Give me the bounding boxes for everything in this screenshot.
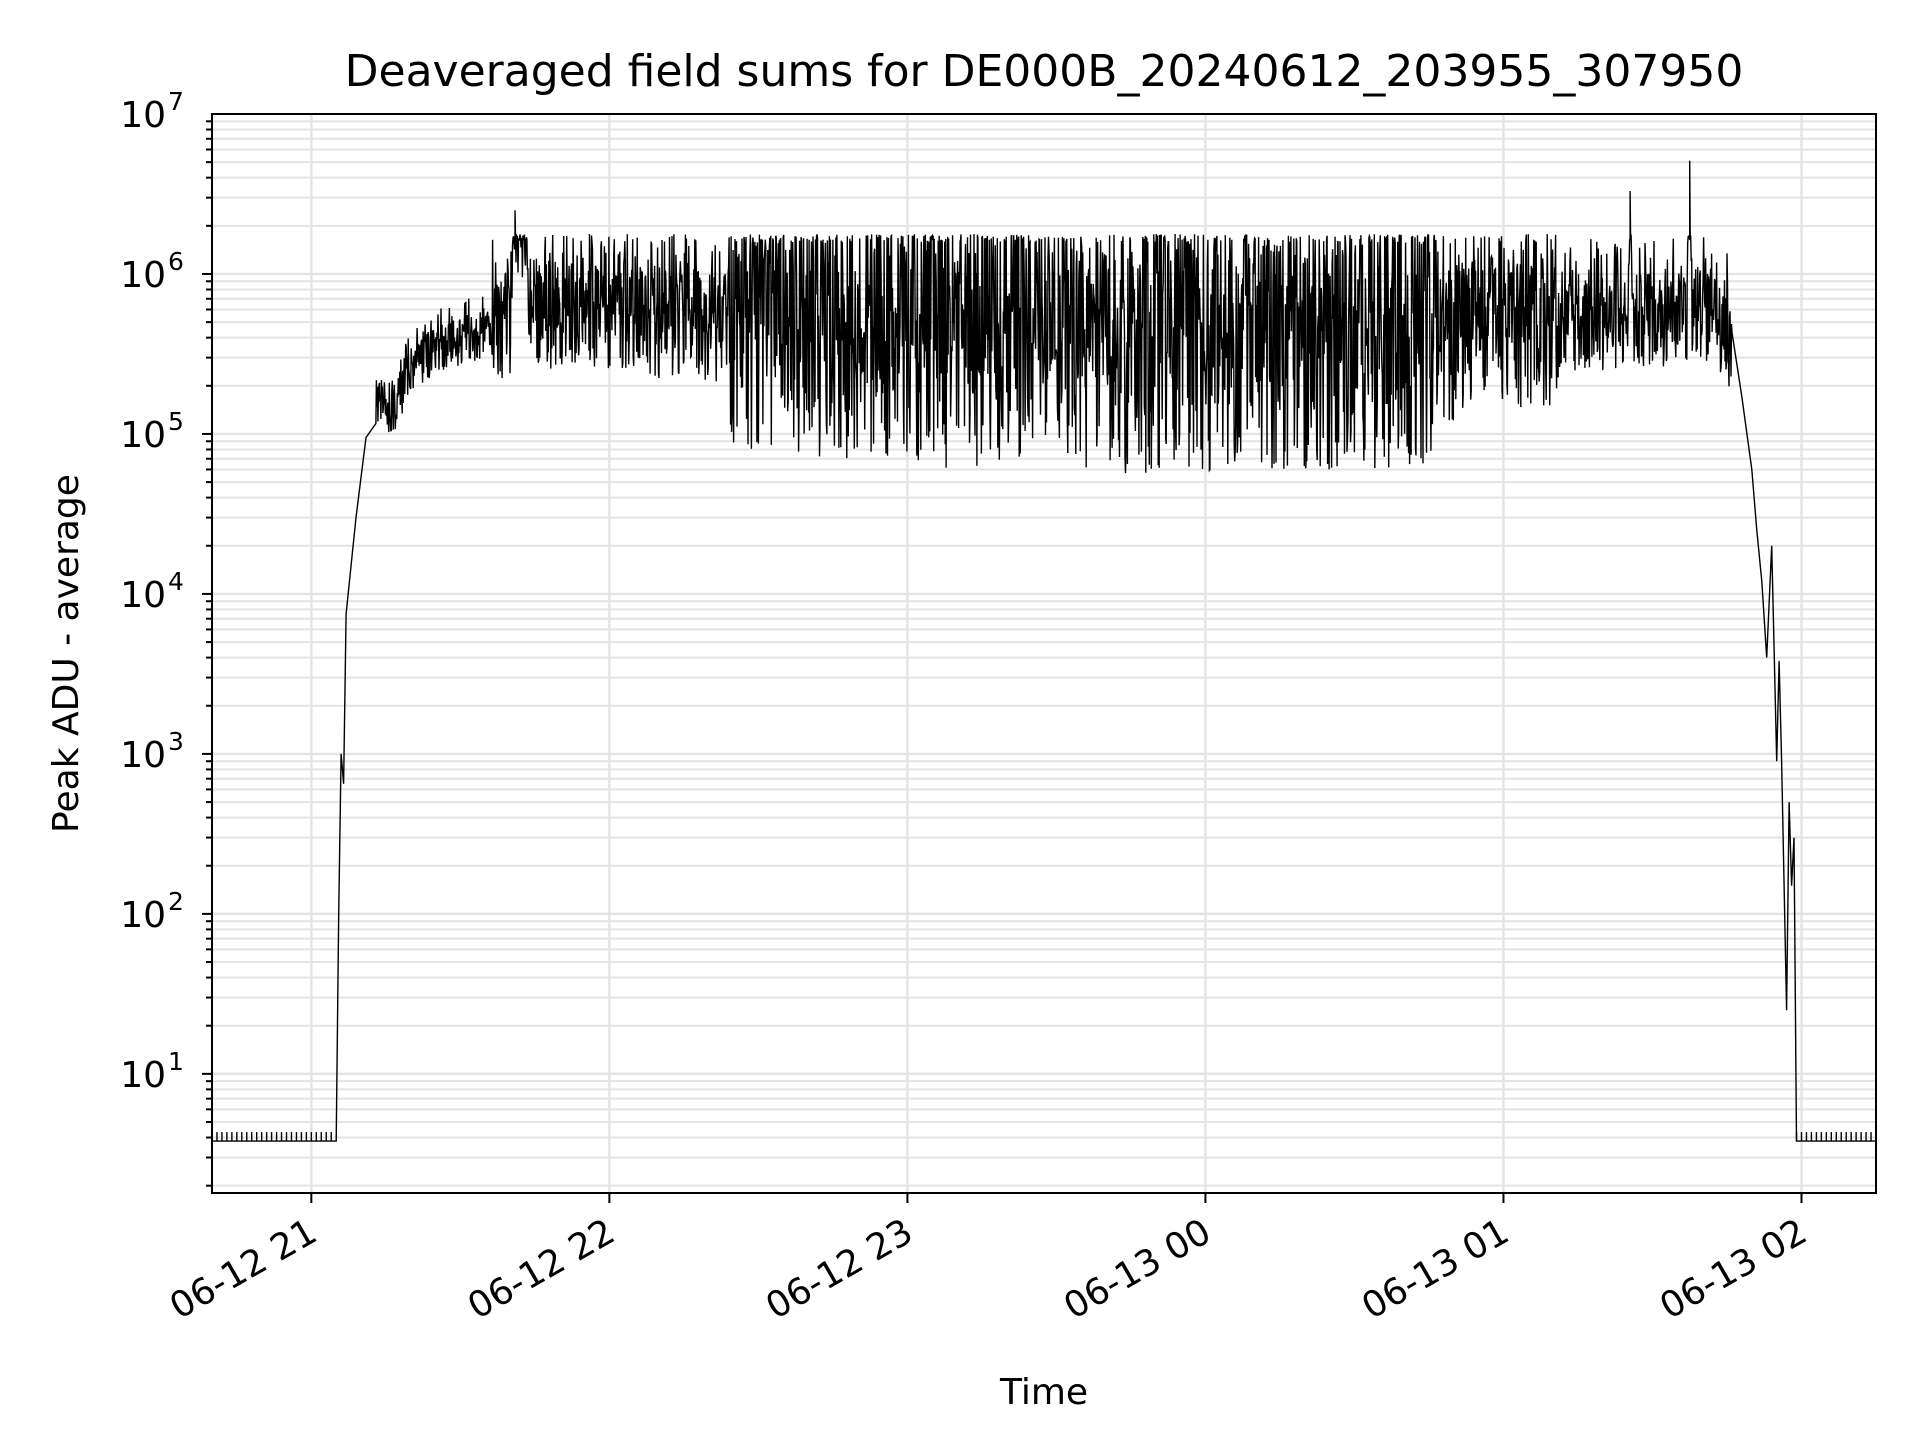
y-tick-label-exponent: 1 [168, 1047, 184, 1076]
plot-frame [211, 113, 1877, 1194]
y-tick-label-exponent: 7 [168, 87, 184, 116]
x-tick-label: 06-13 00 [1057, 1211, 1218, 1327]
series-line [212, 160, 1876, 1142]
chart-title: Deaveraged field sums for DE000B_2024061… [345, 46, 1744, 97]
y-tick-label: 10 [120, 255, 166, 296]
x-tick-label: 06-12 21 [163, 1211, 324, 1327]
y-tick-label: 10 [120, 895, 166, 936]
y-tick-label-exponent: 6 [168, 247, 184, 276]
x-tick-label: 06-12 22 [461, 1211, 622, 1327]
x-axis-label: Time [999, 1372, 1088, 1413]
x-tick-label: 06-12 23 [759, 1211, 920, 1327]
x-tick-label: 06-13 01 [1355, 1211, 1516, 1327]
y-tick-label: 10 [120, 95, 166, 136]
y-tick-label-exponent: 2 [168, 887, 184, 916]
y-axis-label: Peak ADU - average [46, 474, 87, 833]
y-tick-label: 10 [120, 1055, 166, 1096]
data-layer [211, 160, 1876, 1142]
y-tick-label-exponent: 4 [168, 567, 184, 596]
y-tick-label-exponent: 3 [168, 727, 184, 756]
x-tick-label: 06-13 02 [1653, 1211, 1814, 1327]
y-tick-label-exponent: 5 [168, 407, 184, 436]
y-tick-label: 10 [120, 415, 166, 456]
y-tick-label: 10 [120, 575, 166, 616]
y-tick-label: 10 [120, 735, 166, 776]
grid-lines [212, 114, 1876, 1193]
